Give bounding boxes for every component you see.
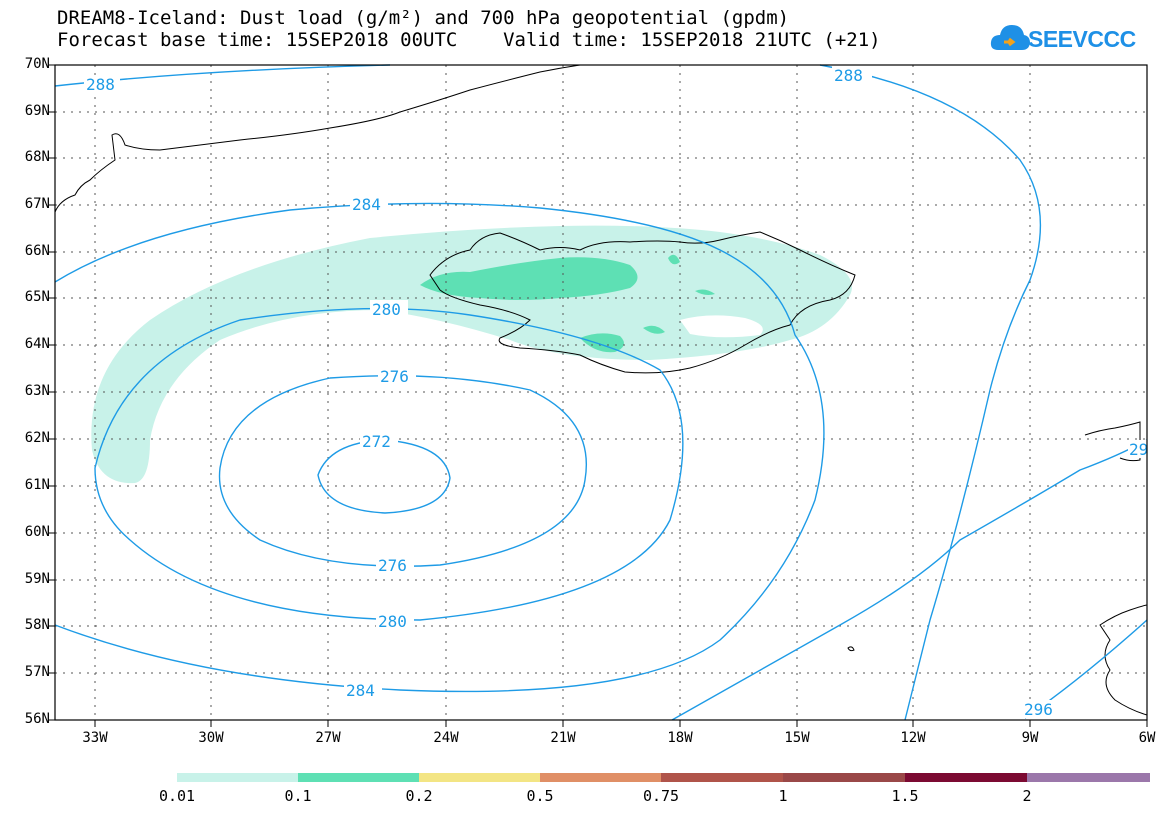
contour-label: 29	[1129, 440, 1148, 459]
scotland-coast	[1099, 604, 1148, 716]
contour-label: 280	[378, 612, 407, 631]
lat-label: 56N	[24, 711, 50, 727]
norway-coast	[1084, 421, 1141, 462]
colorbar-segment	[419, 773, 540, 782]
lon-label: 18W	[667, 730, 693, 746]
colorbar-label: 0.75	[642, 787, 680, 805]
contour-label: 296	[1024, 700, 1053, 719]
coastlines	[54, 64, 1148, 716]
map-title: DREAM8-Iceland: Dust load (g/m²) and 700…	[57, 7, 790, 29]
lat-label: 61N	[24, 477, 50, 493]
cloud-icon	[990, 25, 1030, 50]
contour-label: 272	[362, 432, 391, 451]
contour-label: 288	[834, 66, 863, 85]
contour-label: 288	[86, 75, 115, 94]
lon-label: 21W	[550, 730, 576, 746]
grid-lines	[55, 65, 1147, 720]
lat-label: 60N	[24, 524, 50, 540]
colorbar-segment	[1149, 773, 1150, 782]
greenland-coast	[54, 64, 581, 213]
lat-label: 64N	[24, 336, 50, 352]
contour-label: 276	[380, 367, 409, 386]
seevccc-logo: SEEVCCC	[990, 20, 1140, 58]
contour-label: 276	[378, 556, 407, 575]
dust-region-medium	[643, 325, 665, 334]
lon-label: 9W	[1021, 730, 1039, 746]
lon-label: 15W	[784, 730, 810, 746]
lat-label: 58N	[24, 617, 50, 633]
contour-label: 280	[372, 300, 401, 319]
colorbar-label: 2	[1022, 787, 1032, 805]
lon-label: 27W	[315, 730, 341, 746]
colorbar-label: 0.5	[526, 787, 554, 805]
lat-label: 66N	[24, 243, 50, 259]
colorbar-label: 1	[778, 787, 788, 805]
faroe-coast	[847, 646, 855, 652]
dust-region-medium	[420, 257, 638, 300]
contour-280	[94, 307, 684, 621]
lat-label: 69N	[24, 103, 50, 119]
lat-label: 65N	[24, 289, 50, 305]
lat-label: 59N	[24, 571, 50, 587]
lon-label: 24W	[433, 730, 459, 746]
colorbar-segment	[177, 773, 298, 782]
map-subtitle: Forecast base time: 15SEP2018 00UTC Vali…	[57, 29, 881, 51]
lon-label: 33W	[82, 730, 108, 746]
lat-label: 62N	[24, 430, 50, 446]
lat-label: 67N	[24, 196, 50, 212]
lat-label: 68N	[24, 149, 50, 165]
colorbar-segment	[540, 773, 661, 782]
lat-label: 57N	[24, 664, 50, 680]
dust-region-medium	[580, 333, 624, 353]
contour-276	[218, 375, 587, 567]
contour-292	[671, 439, 1148, 721]
colorbar-label: 0.01	[158, 787, 196, 805]
lon-label: 30W	[198, 730, 224, 746]
colorbar-segment	[298, 773, 419, 782]
lat-label: 63N	[24, 383, 50, 399]
colorbar-label: 1.5	[891, 787, 919, 805]
dust-region-medium	[695, 289, 715, 295]
iceland-interior	[680, 315, 763, 338]
colorbar-segment	[1027, 773, 1149, 782]
contour-272	[317, 439, 451, 514]
lat-label: 70N	[24, 56, 50, 72]
dust-region-light	[91, 225, 852, 484]
colorbar-label: 0.1	[284, 787, 312, 805]
contour-288-east	[819, 64, 1042, 721]
colorbar-segment	[783, 773, 905, 782]
colorbar-segment	[905, 773, 1027, 782]
dust-region-medium	[668, 254, 680, 265]
iceland-coast	[429, 231, 856, 374]
colorbar-label: 0.2	[405, 787, 433, 805]
contour-label: 284	[352, 195, 381, 214]
lon-label: 12W	[900, 730, 926, 746]
logo-text: SEEVCCC	[1028, 26, 1136, 52]
contour-label: 284	[346, 681, 375, 700]
lon-label: 6W	[1138, 730, 1156, 746]
colorbar-segment	[661, 773, 783, 782]
